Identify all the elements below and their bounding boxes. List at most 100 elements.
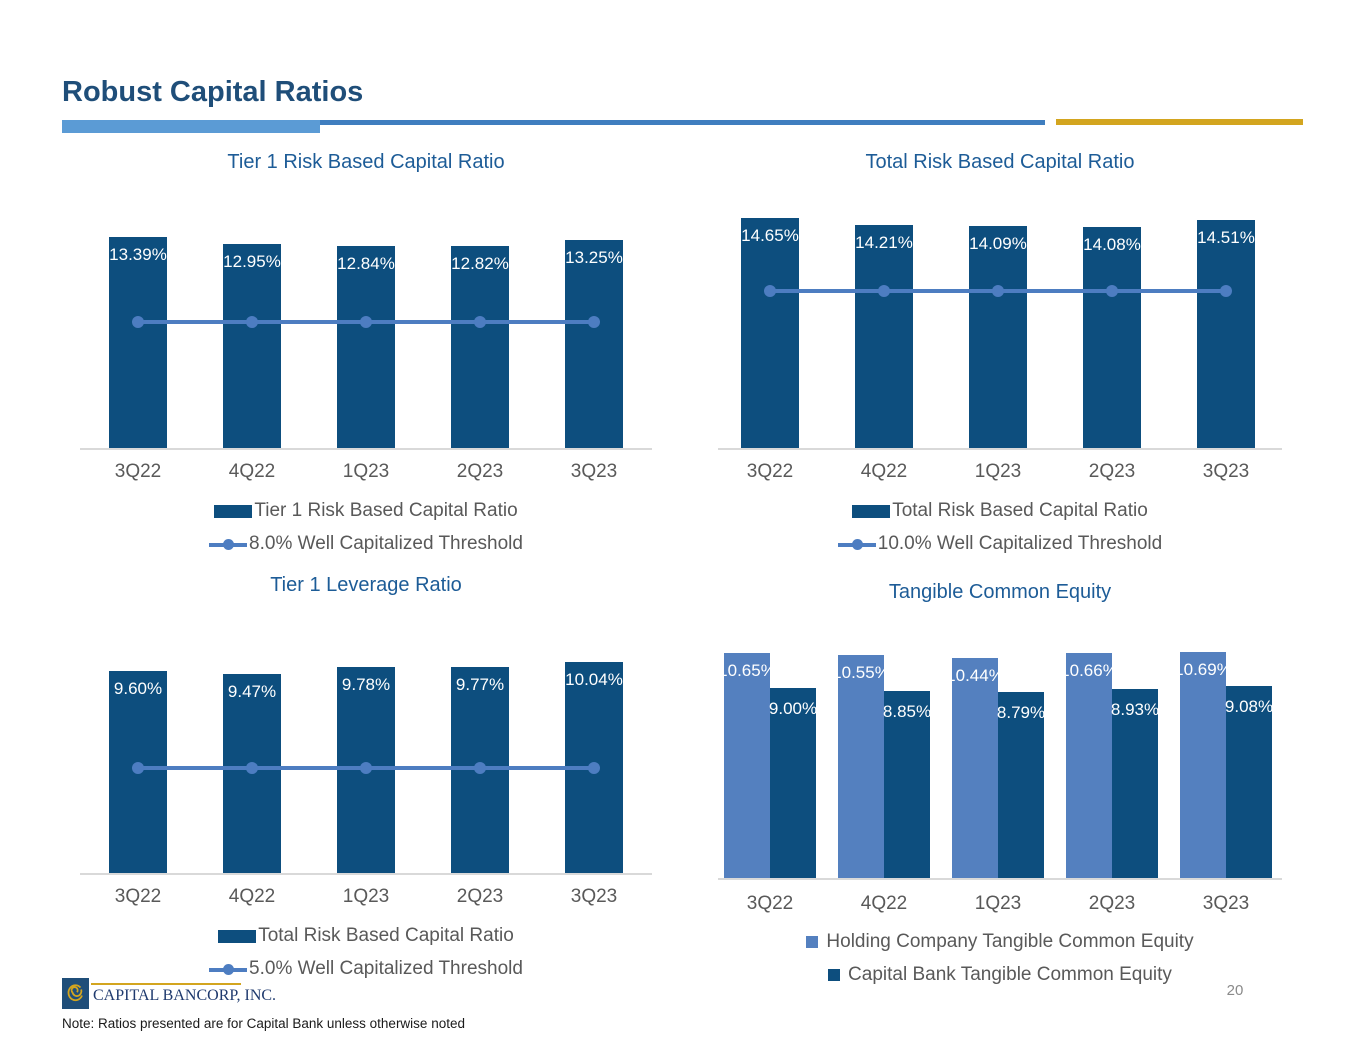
bar xyxy=(838,655,884,878)
header-accent-bar-thick xyxy=(62,120,320,133)
legend-line-swatch xyxy=(209,963,248,976)
bar-value-label: 14.65% xyxy=(741,225,799,245)
axis-label: 3Q23 xyxy=(570,461,618,482)
axis-label: 1Q23 xyxy=(342,461,390,482)
spiral-icon xyxy=(67,984,83,1002)
axis-label: 2Q23 xyxy=(1088,461,1136,482)
bar xyxy=(884,691,930,878)
footnote: Note: Ratios presented are for Capital B… xyxy=(62,1016,465,1031)
bar xyxy=(223,244,281,448)
x-axis-line xyxy=(718,448,1282,450)
bar-value-label: 9.60% xyxy=(113,679,163,699)
threshold-point xyxy=(588,761,600,774)
bar-value-label: 14.08% xyxy=(1083,234,1141,254)
chart-title: Tier 1 Leverage Ratio xyxy=(270,574,462,596)
axis-label: 4Q22 xyxy=(860,461,908,482)
bar xyxy=(1226,686,1272,878)
bar-value-label: 9.78% xyxy=(341,675,391,695)
threshold-point xyxy=(132,761,144,774)
bar-value-label: 13.39% xyxy=(109,245,167,265)
axis-label: 1Q23 xyxy=(974,461,1022,482)
legend: Tier 1 Risk Based Capital Ratio 8.0% Well… xyxy=(62,496,670,562)
bar xyxy=(724,653,770,878)
bar-value-label: 14.09% xyxy=(969,234,1027,254)
legend-item: 5.0% Well Capitalized Threshold xyxy=(62,954,670,984)
bar-value-label: 12.95% xyxy=(223,252,281,272)
x-axis-line xyxy=(80,873,652,875)
bar-value-label: 8.85% xyxy=(882,702,932,722)
axis-label: 1Q23 xyxy=(974,893,1022,914)
threshold-point xyxy=(474,761,486,774)
threshold-point xyxy=(360,761,372,774)
plot-area: 13.39% 12.95% 12.84% 12.82% 13.25% xyxy=(62,165,670,450)
legend-item: Tier 1 Risk Based Capital Ratio xyxy=(62,496,670,526)
threshold-point xyxy=(1220,284,1232,297)
legend-square-swatch xyxy=(806,936,819,948)
bar-value-label: 10.66% xyxy=(1060,660,1118,680)
plot-area: 14.65% 14.21% 14.09% 14.08% 14.51% xyxy=(700,165,1300,450)
legend-item: 10.0% Well Capitalized Threshold xyxy=(700,529,1300,559)
legend-label: 8.0% Well Capitalized Threshold xyxy=(249,533,523,554)
threshold-point xyxy=(878,284,890,297)
threshold-point xyxy=(474,316,486,329)
legend-bar-swatch xyxy=(218,929,257,943)
legend-line-dot xyxy=(223,538,235,550)
bar-value-label: 8.93% xyxy=(1110,700,1160,720)
legend-square-swatch xyxy=(828,969,841,981)
x-axis-line xyxy=(80,448,652,450)
legend-item: Capital Bank Tangible Common Equity xyxy=(700,960,1300,990)
axis-label: 3Q22 xyxy=(114,461,162,482)
threshold-point xyxy=(246,761,258,774)
header-accent-bar-gold xyxy=(1056,119,1303,125)
bar xyxy=(1112,689,1158,878)
axis-label: 3Q23 xyxy=(1202,461,1250,482)
bar-value-label: 9.77% xyxy=(455,675,505,695)
legend: Total Risk Based Capital Ratio 10.0% Well… xyxy=(700,496,1300,562)
legend-item: Total Risk Based Capital Ratio xyxy=(700,496,1300,526)
legend-label: Total Risk Based Capital Ratio xyxy=(892,500,1148,521)
logo-mark xyxy=(62,978,89,1009)
axis-label: 3Q23 xyxy=(1202,893,1250,914)
legend-item: Holding Company Tangible Common Equity xyxy=(700,927,1300,957)
axis-label: 2Q23 xyxy=(1088,893,1136,914)
company-logo: CAPITAL BANCORP, INC. xyxy=(62,976,276,1010)
bar xyxy=(969,226,1027,448)
axis-label: 3Q23 xyxy=(570,886,618,907)
x-axis-line xyxy=(718,878,1282,880)
bar-value-label: 13.25% xyxy=(565,247,623,267)
legend-line-dot xyxy=(851,538,863,550)
bar-value-label: 10.69% xyxy=(1174,660,1232,680)
legend-bar-swatch xyxy=(852,504,891,518)
chart-title: Tangible Common Equity xyxy=(888,581,1112,603)
legend-item: Total Risk Based Capital Ratio xyxy=(62,921,670,951)
axis-label: 1Q23 xyxy=(342,886,390,907)
legend-label: Holding Company Tangible Common Equity xyxy=(826,931,1194,952)
axis-label: 4Q22 xyxy=(228,461,276,482)
legend-label: Tier 1 Risk Based Capital Ratio xyxy=(254,500,518,521)
bar-value-label: 10.44% xyxy=(946,665,1004,685)
logo-gold-rule xyxy=(91,983,241,985)
threshold-point xyxy=(992,284,1004,297)
bar-value-label: 9.47% xyxy=(227,681,277,701)
bar xyxy=(451,246,509,448)
chart-tier1-risk-based-capital-ratio: Tier 1 Risk Based Capital Ratio 13.39% 12.… xyxy=(62,145,670,570)
bar-value-label: 14.51% xyxy=(1197,227,1255,247)
bar-value-label: 12.82% xyxy=(451,254,509,274)
legend-label: 5.0% Well Capitalized Threshold xyxy=(249,958,523,979)
bar xyxy=(952,657,998,878)
plot-area: 9.60% 9.47% 9.78% 9.77% 10.04% xyxy=(62,589,670,875)
bar xyxy=(337,246,395,448)
bar xyxy=(998,692,1044,878)
page-number: 20 xyxy=(1226,982,1244,999)
axis-label: 3Q22 xyxy=(114,886,162,907)
bar xyxy=(855,224,913,448)
logo-text: CAPITAL BANCORP, INC. xyxy=(93,987,277,1004)
legend-line-swatch xyxy=(209,538,248,551)
chart-title: Total Risk Based Capital Ratio xyxy=(865,151,1135,173)
bar-value-label: 9.08% xyxy=(1224,697,1274,717)
bar-value-label: 10.65% xyxy=(718,661,776,681)
bar xyxy=(565,239,623,448)
threshold-point xyxy=(764,284,776,297)
legend-line-swatch xyxy=(837,538,876,551)
